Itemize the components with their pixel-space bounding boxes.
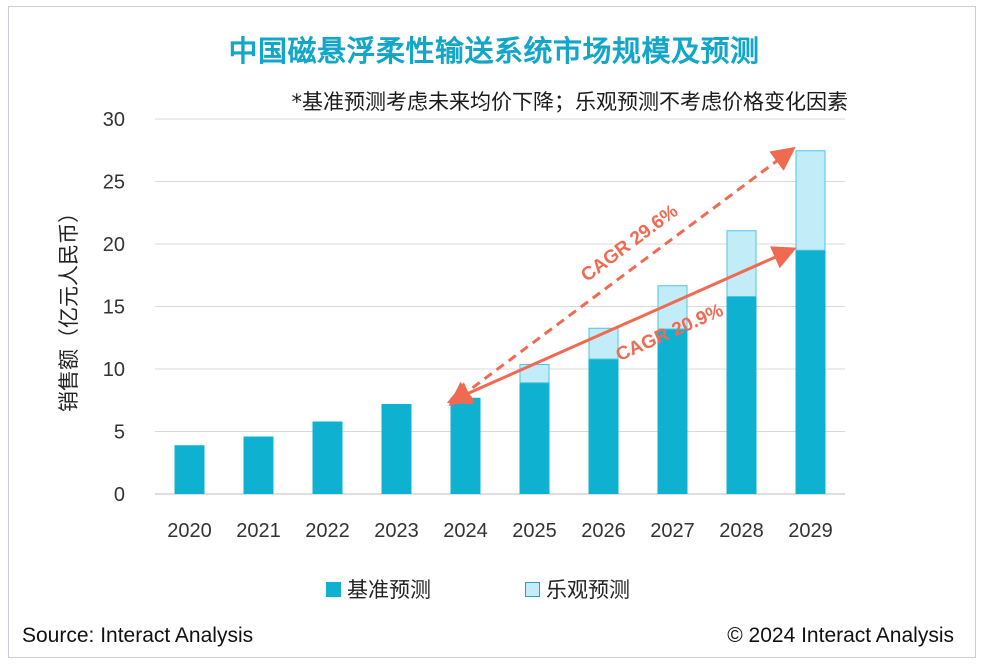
y-tick-label: 15	[103, 297, 125, 319]
y-tick-label: 0	[114, 484, 125, 506]
x-tick-label: 2022	[305, 520, 350, 542]
x-tick-label: 2021	[236, 520, 281, 542]
legend-swatch-baseline	[326, 581, 341, 597]
bar-baseline-2025	[519, 382, 550, 494]
copyright-note: © 2024 Interact Analysis	[727, 624, 954, 647]
legend-item-optimistic: 乐观预测	[525, 574, 630, 604]
chart-title: 中国磁悬浮柔性输送系统市场规模及预测	[228, 34, 760, 68]
legend-swatch-optimistic	[525, 581, 540, 597]
y-tick-label: 5	[114, 422, 125, 444]
legend-label-baseline: 基准预测	[347, 578, 431, 602]
bar-optimistic-2029	[795, 150, 826, 251]
x-tick-label: 2020	[167, 520, 212, 542]
x-tick-label: 2026	[581, 520, 626, 542]
bar-baseline-2026	[588, 359, 619, 494]
x-tick-label: 2028	[719, 520, 764, 542]
x-tick-label: 2025	[512, 520, 557, 542]
cagr-arrow-baseline	[446, 246, 797, 405]
y-tick-label: 25	[103, 172, 125, 194]
legend-label-optimistic: 乐观预测	[546, 578, 630, 602]
bar-baseline-2021	[243, 436, 274, 494]
bar-baseline-2020	[174, 445, 205, 494]
bar-baseline-2029	[795, 250, 826, 494]
bar-baseline-2028	[726, 296, 757, 494]
y-tick-label: 30	[103, 109, 125, 131]
chart-frame	[8, 6, 976, 658]
legend-item-baseline: 基准预测	[326, 574, 431, 604]
bar-baseline-2023	[381, 404, 412, 494]
x-tick-label: 2029	[788, 520, 833, 542]
y-tick-label: 20	[103, 234, 125, 256]
bar-baseline-2022	[312, 421, 343, 494]
x-tick-label: 2024	[443, 520, 488, 542]
x-tick-label: 2027	[650, 520, 695, 542]
bar-baseline-2027	[657, 329, 688, 494]
chart-subtitle: *基准预测考虑未来均价下降；乐观预测不考虑价格变化因素	[291, 90, 849, 114]
bar-baseline-2024	[450, 397, 481, 494]
bar-optimistic-2028	[726, 230, 757, 297]
source-note: Source: Interact Analysis	[22, 624, 254, 647]
x-tick-label: 2023	[374, 520, 419, 542]
y-tick-label: 10	[103, 359, 125, 381]
